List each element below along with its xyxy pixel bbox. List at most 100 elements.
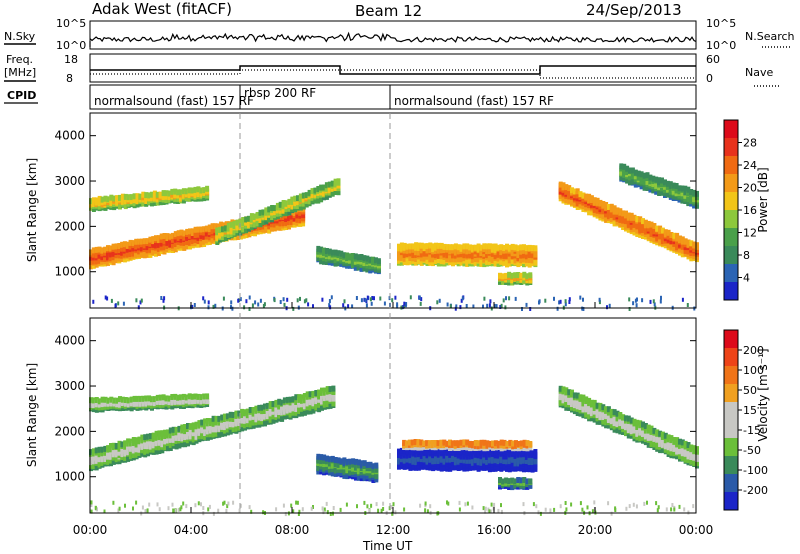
velocity-cell	[390, 505, 393, 509]
power-cell	[579, 295, 582, 300]
power-cell	[207, 305, 210, 310]
velocity-cell	[345, 467, 350, 474]
velocity-cell	[227, 501, 230, 506]
power-cell	[409, 295, 412, 300]
power-cell	[171, 232, 175, 239]
power-y-tick-label: 2000	[54, 219, 85, 233]
power-colorbar-swatch	[724, 120, 738, 139]
velocity-cell	[354, 474, 358, 481]
velocity-cell	[371, 463, 376, 470]
velocity-cell	[468, 445, 473, 452]
velocity-cell	[589, 399, 594, 406]
power-cell	[135, 201, 140, 208]
velocity-cell	[516, 477, 521, 483]
velocity-cell	[419, 449, 424, 455]
velocity-cell	[173, 509, 176, 513]
power-cell	[179, 233, 184, 239]
power-cell	[97, 199, 102, 206]
velocity-cell	[327, 456, 332, 463]
power-colorbar-tick-label: 20	[743, 182, 757, 195]
power-cell	[628, 307, 631, 311]
power-cell	[581, 192, 586, 199]
velocity-cell	[339, 507, 342, 512]
power-cell	[425, 243, 430, 250]
power-cell	[659, 299, 662, 304]
power-colorbar-swatch	[724, 174, 738, 193]
velocity-cell	[453, 440, 458, 447]
velocity-cell	[354, 458, 358, 465]
velocity-cell	[161, 394, 166, 401]
velocity-cell	[663, 437, 668, 444]
velocity-low-range-scatter	[90, 500, 695, 517]
power-cell	[615, 207, 620, 214]
power-cell	[570, 197, 574, 204]
power-cell	[310, 188, 315, 195]
velocity-cell	[310, 506, 313, 511]
velocity-cell	[345, 502, 348, 507]
power-cell	[671, 193, 676, 200]
power-cell	[493, 303, 496, 308]
power-cell	[635, 231, 640, 237]
power-cell	[619, 174, 624, 181]
velocity-echo-band-6	[498, 477, 533, 491]
power-cell	[483, 296, 486, 301]
power-cell	[642, 172, 647, 179]
velocity-cell	[124, 503, 126, 508]
velocity-cell	[470, 448, 475, 454]
velocity-cell	[464, 502, 467, 507]
power-cell	[538, 300, 540, 305]
velocity-cell	[285, 401, 290, 408]
velocity-cell	[666, 434, 671, 441]
power-echo-band-7	[558, 181, 699, 263]
velocity-cell	[575, 392, 580, 399]
power-cell	[324, 251, 329, 258]
velocity-cell	[496, 464, 501, 471]
velocity-colorbar-tick-label: 200	[743, 344, 764, 357]
power-cell	[431, 243, 436, 250]
velocity-cell	[295, 500, 298, 505]
velocity-cell	[391, 511, 394, 516]
velocity-cell	[187, 396, 192, 403]
velocity-cell	[170, 403, 175, 410]
power-cell	[108, 251, 113, 258]
power-cell	[230, 305, 232, 310]
velocity-cell	[322, 454, 327, 461]
velocity-cell	[484, 506, 487, 511]
velocity-cell	[146, 433, 150, 440]
power-colorbar-swatch	[724, 246, 738, 265]
velocity-cell	[339, 462, 344, 469]
velocity-cell	[332, 506, 335, 510]
velocity-cell	[342, 457, 347, 464]
power-cell	[226, 222, 231, 229]
velocity-cell	[112, 500, 115, 505]
velocity-cell	[586, 505, 589, 510]
date-title: 24/Sep/2013	[586, 1, 682, 19]
velocity-cell	[416, 459, 421, 466]
velocity-cell	[141, 505, 144, 510]
power-cell	[646, 220, 651, 227]
velocity-cell	[500, 509, 503, 514]
velocity-cell	[103, 396, 108, 403]
power-cell	[618, 208, 623, 215]
velocity-cell	[263, 418, 267, 425]
power-cell	[648, 174, 653, 181]
power-cell	[196, 231, 201, 238]
velocity-cell	[328, 402, 333, 409]
velocity-cell	[669, 435, 674, 442]
velocity-cell	[499, 439, 504, 446]
velocity-cell	[137, 436, 142, 443]
power-cell	[275, 202, 280, 209]
velocity-cell	[532, 502, 535, 507]
velocity-cell	[141, 400, 146, 407]
velocity-cell	[505, 441, 510, 447]
power-cell	[394, 295, 397, 300]
velocity-cell	[692, 445, 697, 452]
velocity-cell	[516, 441, 521, 447]
velocity-cell	[522, 502, 525, 507]
velocity-cell	[171, 440, 176, 447]
power-cell	[328, 299, 331, 303]
velocity-cell	[285, 396, 290, 403]
power-cell	[692, 246, 697, 253]
velocity-cell	[675, 448, 680, 455]
